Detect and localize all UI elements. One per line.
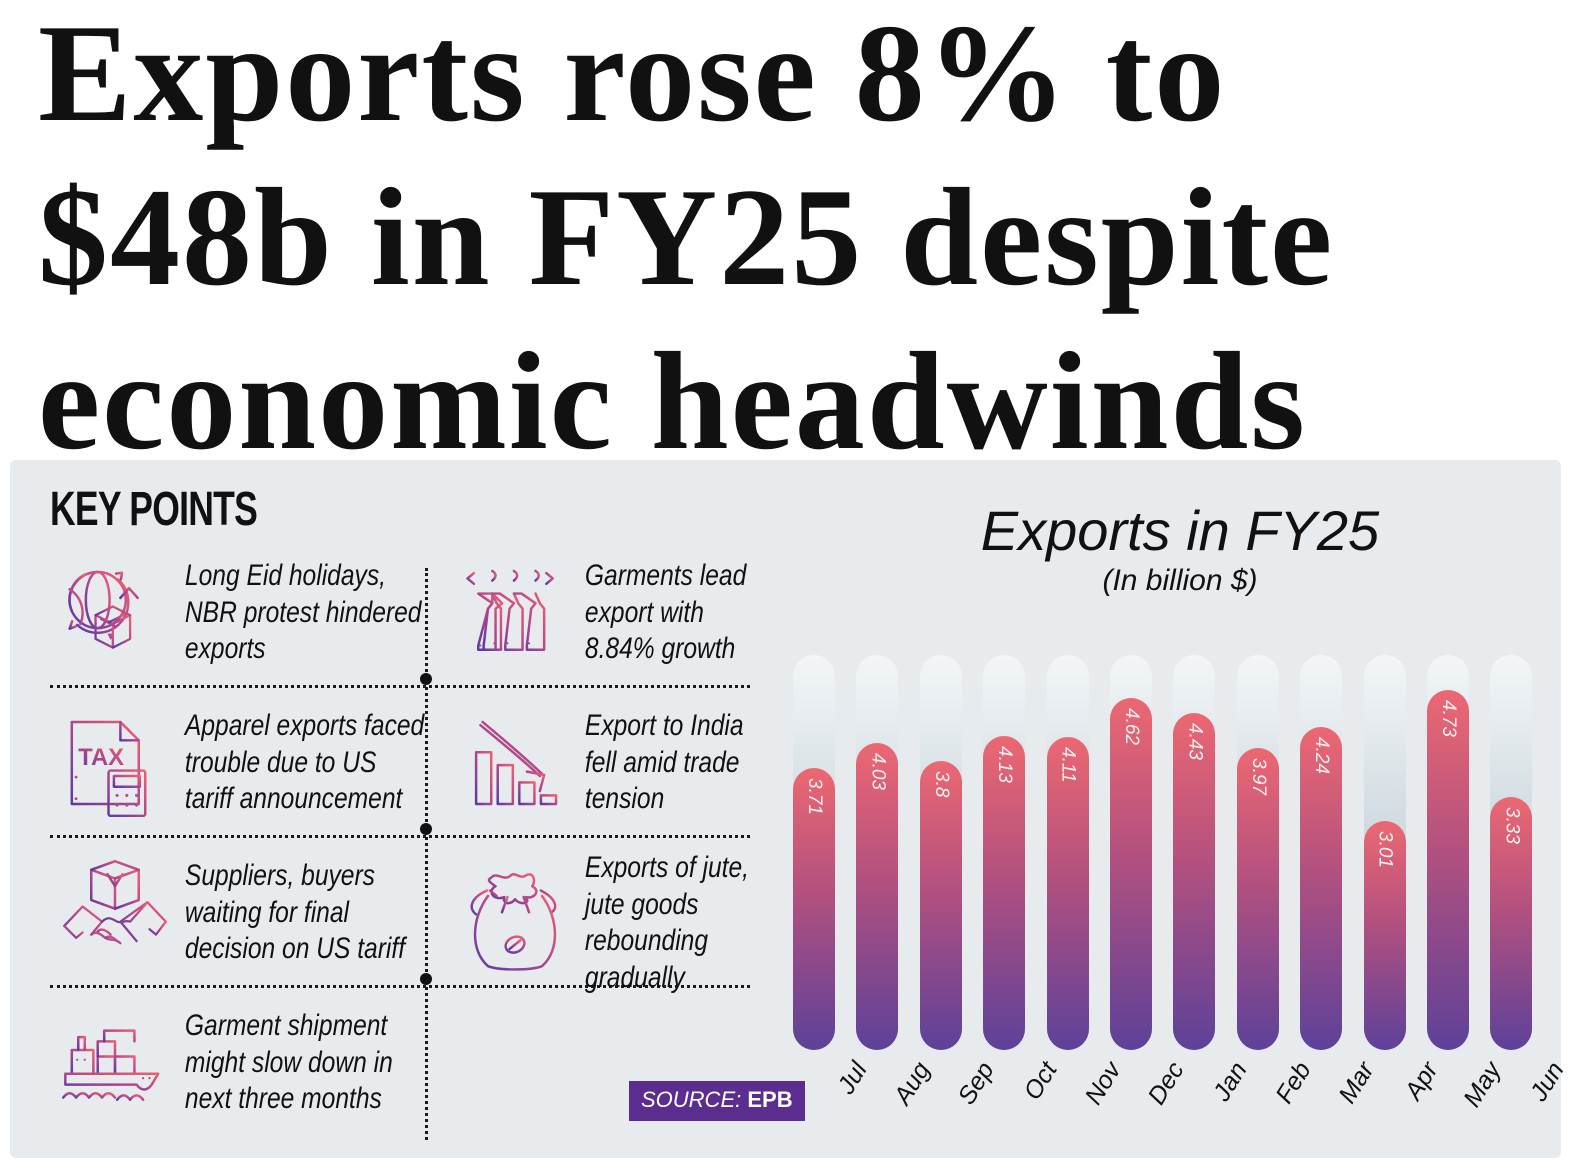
svg-text:TAX: TAX (78, 744, 124, 771)
